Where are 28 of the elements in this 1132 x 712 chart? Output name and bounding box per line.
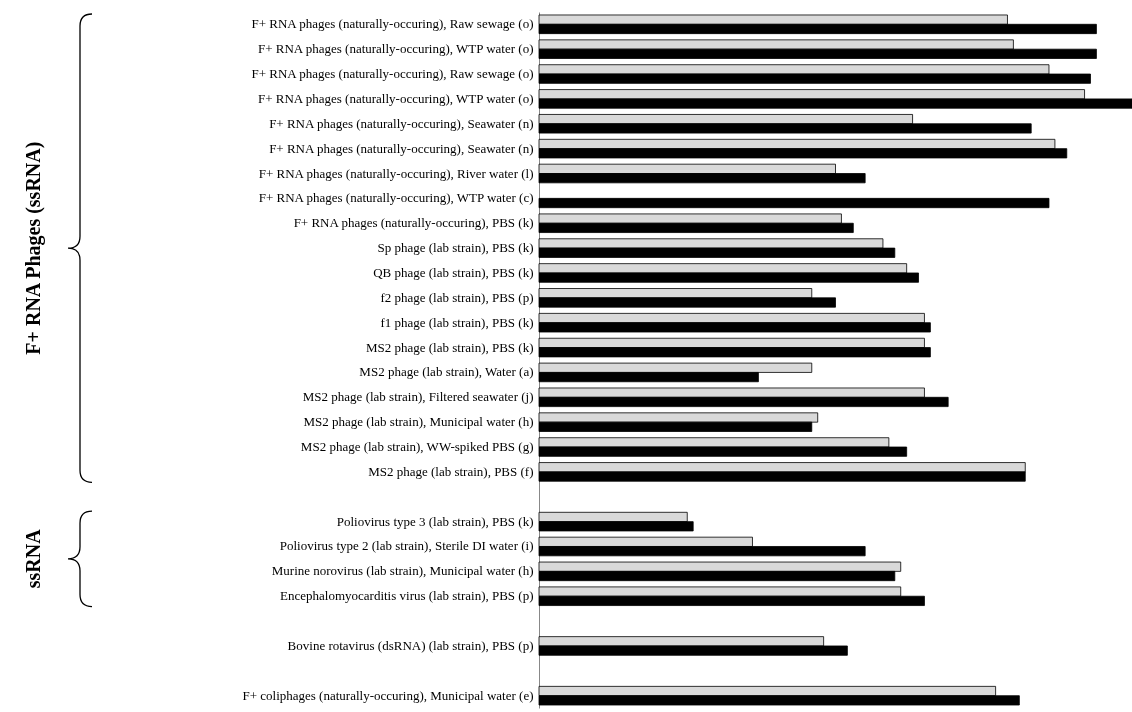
y-tick-label: f1 phage (lab strain), PBS (k): [380, 314, 534, 330]
y-tick-label: F+ coliphages (naturally-occuring), Municipal water (e): [242, 687, 534, 703]
y-tick-label: F+ RNA phages (naturally-occuring), Seawater (n): [269, 115, 534, 131]
y-tick-label: Sp phage (lab strain), PBS (k): [377, 240, 534, 256]
y-tick-label: Poliovirus type 2 (lab strain), Sterile DI water (i): [279, 538, 534, 554]
text: F+ RNA Phages (ssRNA): [22, 141, 45, 355]
y-tick-label: MS2 phage (lab strain), WW-spiked PBS (g): [300, 439, 534, 455]
y-tick-label: F+ RNA phages (naturally-occuring), Raw sewage (o): [251, 66, 534, 82]
y-tick-label: F+ RNA phages (naturally-occuring), Seawater (n): [269, 140, 534, 156]
y-tick-label: Murine norovirus (lab strain), Municipal water (h): [271, 563, 534, 579]
y-tick-label: f2 phage (lab strain), PBS (p): [380, 289, 534, 305]
text: ssRNA: [22, 528, 44, 589]
y-tick-label: F+ RNA phages (naturally-occuring), PBS (k): [293, 215, 534, 231]
y-tick-label: F+ RNA phages (naturally-occuring), WTP water (o): [257, 41, 534, 57]
bar: [538, 197, 1050, 209]
y-tick-label: F+ RNA phages (naturally-occuring), Raw sewage (o): [251, 16, 534, 32]
y-tick-label: MS2 phage (lab strain), Filtered seawater (j): [302, 389, 534, 405]
y-tick-label: QB phage (lab strain), PBS (k): [373, 264, 534, 280]
y-tick-label: Encephalomyocarditis virus (lab strain), PBS (p): [280, 588, 534, 604]
y-tick-label: MS2 phage (lab strain), Municipal water (h): [303, 414, 534, 430]
y-tick-label: MS2 phage (lab strain), PBS (f): [368, 463, 534, 479]
y-tick-label: Bovine rotavirus (dsRNA) (lab strain), PBS (p): [287, 637, 534, 653]
y-tick-label: MS2 phage (lab strain), Water (a): [359, 364, 534, 380]
y-tick-label: F+ RNA phages (naturally-occuring), River water (l): [258, 165, 534, 181]
y-tick-label: Poliovirus type 3 (lab strain), PBS (k): [336, 513, 534, 529]
y-tick-label: F+ RNA phages (naturally-occuring), WTP water (o): [257, 90, 534, 106]
y-tick-label: F+ RNA phages (naturally-occuring), WTP water (c): [258, 190, 534, 206]
y-tick-label: MS2 phage (lab strain), PBS (k): [365, 339, 534, 355]
